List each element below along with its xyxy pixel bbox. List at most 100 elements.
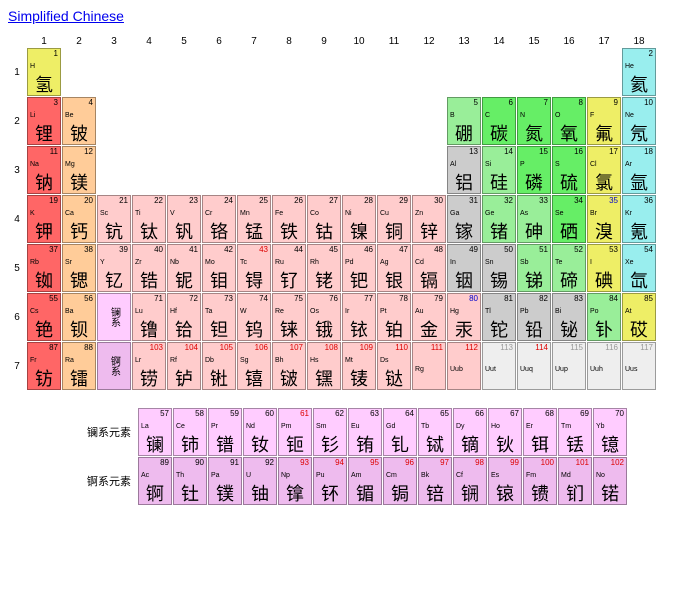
element-cell-ga: 31Ga镓: [447, 195, 481, 243]
element-symbol: Os: [310, 308, 338, 315]
element-cell-uuq: 114Uuq: [517, 342, 551, 390]
group-header-8: 8: [272, 36, 306, 47]
atomic-number: 36: [625, 197, 653, 205]
element-chinese: 铅: [520, 321, 548, 339]
element-symbol: Mg: [65, 161, 93, 168]
element-chinese: 镭: [65, 370, 93, 388]
element-symbol: Ca: [65, 210, 93, 217]
atomic-number: 34: [555, 197, 583, 205]
element-symbol: Al: [450, 161, 478, 168]
atomic-number: 2: [625, 50, 653, 58]
element-symbol: Mn: [240, 210, 268, 217]
atomic-number: 24: [205, 197, 233, 205]
atomic-number: 38: [65, 246, 93, 254]
group-header-4: 4: [132, 36, 166, 47]
element-symbol: K: [30, 210, 58, 217]
element-chinese: 氩: [625, 174, 653, 192]
element-chinese: 镎: [281, 485, 309, 503]
element-cell-mo: 42Mo钼: [202, 244, 236, 292]
element-chinese: 镓: [450, 223, 478, 241]
element-symbol: Au: [415, 308, 443, 315]
element-cell-cl: 17Cl氯: [587, 146, 621, 194]
element-symbol: Te: [555, 259, 583, 266]
element-symbol: Ni: [345, 210, 373, 217]
atomic-number: 100: [526, 459, 554, 467]
element-symbol: Co: [310, 210, 338, 217]
atomic-number: 110: [380, 344, 408, 352]
element-symbol: H: [30, 63, 58, 70]
element-chinese: 碘: [590, 272, 618, 290]
element-symbol: F: [590, 112, 618, 119]
element-cell-f: 9F氟: [587, 97, 621, 145]
element-chinese: 锇: [310, 321, 338, 339]
element-cell-hg: 80Hg汞: [447, 293, 481, 341]
element-chinese: 钐: [316, 436, 344, 454]
atomic-number: 56: [65, 295, 93, 303]
group-header-12: 12: [412, 36, 446, 47]
element-symbol: Ne: [625, 112, 653, 119]
atomic-number: 106: [240, 344, 268, 352]
element-chinese: 铒: [526, 436, 554, 454]
element-symbol: La: [141, 423, 169, 430]
element-cell-cu: 29Cu铜: [377, 195, 411, 243]
element-chinese: 铂: [380, 321, 408, 339]
atomic-number: 19: [30, 197, 58, 205]
element-chinese: 铍: [65, 125, 93, 143]
element-chinese: 锡: [485, 272, 513, 290]
element-symbol: Hf: [170, 308, 198, 315]
atomic-number: 74: [240, 295, 268, 303]
element-symbol: Fm: [526, 472, 554, 479]
element-cell-al: 13Al铝: [447, 146, 481, 194]
element-symbol: Cs: [30, 308, 58, 315]
atomic-number: 58: [176, 410, 204, 418]
atomic-number: 82: [520, 295, 548, 303]
element-cell-v: 23V钒: [167, 195, 201, 243]
element-cell-lu: 71Lu镥: [132, 293, 166, 341]
atomic-number: 78: [380, 295, 408, 303]
element-cell-lr: 103Lr铹: [132, 342, 166, 390]
element-chinese: 铝: [450, 174, 478, 192]
element-chinese: 氮: [520, 125, 548, 143]
atomic-number: 83: [555, 295, 583, 303]
element-symbol: Ac: [141, 472, 169, 479]
period-header-2: 2: [8, 97, 26, 145]
atomic-number: 87: [30, 344, 58, 352]
element-cell-fe: 26Fe铁: [272, 195, 306, 243]
element-chinese: 硅: [485, 174, 513, 192]
element-symbol: Li: [30, 112, 58, 119]
atomic-number: 105: [205, 344, 233, 352]
element-symbol: Y: [100, 259, 128, 266]
element-cell-hs: 108Hs𬭶: [307, 342, 341, 390]
element-symbol: Cd: [415, 259, 443, 266]
atomic-number: 94: [316, 459, 344, 467]
atomic-number: 104: [170, 344, 198, 352]
element-symbol: V: [170, 210, 198, 217]
element-chinese: 镄: [526, 485, 554, 503]
element-chinese: 钛: [135, 223, 163, 241]
atomic-number: 32: [485, 197, 513, 205]
element-symbol: Md: [561, 472, 589, 479]
atomic-number: 41: [170, 246, 198, 254]
atomic-number: 48: [415, 246, 443, 254]
title-link[interactable]: Simplified Chinese: [8, 8, 124, 24]
element-symbol: Ag: [380, 259, 408, 266]
element-symbol: Xe: [625, 259, 653, 266]
element-symbol: P: [520, 161, 548, 168]
element-chinese: 铹: [135, 370, 163, 388]
element-symbol: Fe: [275, 210, 303, 217]
element-cell-uus: 117Uus: [622, 342, 656, 390]
element-symbol: N: [520, 112, 548, 119]
element-cell-ne: 10Ne氖: [622, 97, 656, 145]
atomic-number: 68: [526, 410, 554, 418]
element-symbol: No: [596, 472, 624, 479]
element-symbol: As: [520, 210, 548, 217]
element-symbol: Bk: [421, 472, 449, 479]
atomic-number: 67: [491, 410, 519, 418]
atomic-number: 1: [30, 50, 58, 58]
atomic-number: 109: [345, 344, 373, 352]
element-symbol: Ir: [345, 308, 373, 315]
element-symbol: Sc: [100, 210, 128, 217]
periodic-table: 12345678910111213141516171811H氢2He氦23Li锂…: [8, 36, 674, 390]
element-chinese: 𬬻: [170, 370, 198, 388]
atomic-number: 57: [141, 410, 169, 418]
